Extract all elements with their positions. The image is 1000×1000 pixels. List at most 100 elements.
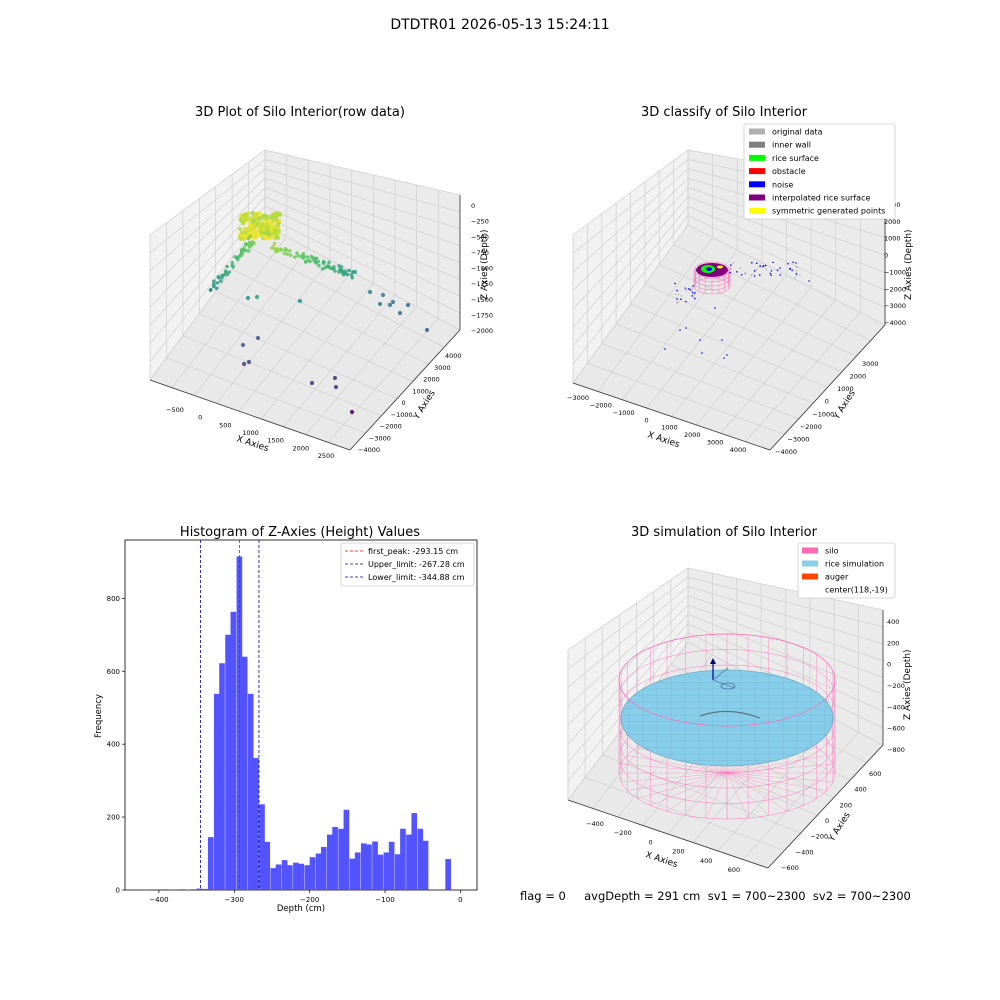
point [257, 216, 262, 221]
y-tick-label: 200 [840, 801, 852, 809]
silo-floor-spoke [650, 772, 728, 806]
point [352, 269, 358, 275]
z-tick-label: −2000 [884, 285, 906, 293]
rice-surface-dip [699, 710, 761, 719]
x-tick-label: −200 [300, 896, 319, 904]
histogram-bar [320, 846, 327, 890]
point [246, 359, 252, 365]
point [723, 357, 725, 359]
point [377, 301, 383, 307]
gridline [216, 259, 331, 404]
point [276, 212, 281, 217]
point [685, 327, 687, 329]
silo-floor-spoke [726, 763, 833, 774]
legend-swatch [749, 181, 765, 188]
silo-floor-spoke [726, 772, 788, 812]
y-tick-label: 3000 [862, 360, 879, 368]
panel-classify-3d: 3D classify of Silo Interior −3000−2000−… [567, 105, 914, 456]
point [225, 264, 230, 269]
point [664, 348, 666, 350]
point [262, 234, 268, 239]
legend-swatch [749, 168, 765, 175]
point [744, 272, 747, 275]
histogram-bar [400, 828, 406, 890]
point [794, 277, 796, 279]
x-tick-label: 200 [672, 848, 684, 856]
point [245, 217, 251, 222]
gridline [567, 595, 689, 707]
y-tick-label: 2000 [850, 373, 867, 381]
histogram-bar [309, 857, 316, 890]
legend-label: Upper_limit: -267.28 cm [368, 560, 465, 569]
histogram-bar [406, 834, 412, 890]
silo-floor-spoke [705, 772, 728, 819]
x-tick-label: 1500 [267, 437, 284, 445]
panel-simulation-3d: 3D simulation of Silo Interior −400 −200 0… [567, 525, 913, 874]
z-tick-label: −4000 [884, 319, 906, 327]
point [250, 218, 255, 223]
point [792, 261, 794, 264]
x-tick-label: −1000 [613, 409, 635, 417]
axis-line [572, 382, 771, 451]
y-tick-label: 400 [107, 741, 120, 749]
point [276, 218, 282, 224]
point [245, 226, 251, 231]
point [241, 361, 247, 367]
noise-patch [706, 267, 712, 271]
silo-floor-spoke [726, 772, 804, 806]
panel-simulation-3d-ylabel: Y Axies [827, 810, 853, 844]
silo-floor-spoke [621, 763, 728, 774]
point [340, 271, 345, 275]
gridline [687, 576, 884, 628]
gridline [572, 149, 689, 236]
histogram-bar [417, 828, 424, 890]
point [762, 264, 765, 267]
point [238, 233, 244, 238]
gridline [687, 196, 886, 273]
point [685, 289, 688, 292]
axis-line [349, 329, 461, 451]
point [676, 301, 678, 304]
point [245, 295, 251, 301]
point [212, 279, 216, 283]
legend-label: silo [825, 547, 839, 556]
y-tick-label: −400 [796, 848, 814, 856]
point [301, 256, 306, 260]
x-tick-label: −3000 [567, 394, 589, 402]
point [256, 232, 261, 237]
point [380, 292, 386, 298]
histogram-bar [293, 862, 299, 890]
point [270, 234, 276, 239]
y-tick-label: 3000 [434, 364, 451, 372]
point [339, 265, 344, 269]
silo-floor-spoke [666, 772, 728, 812]
histogram-bar [349, 858, 356, 890]
point [239, 236, 244, 241]
point [765, 268, 768, 271]
center-axis-y [712, 667, 729, 681]
legend-label: rice simulation [825, 560, 884, 569]
point [343, 269, 348, 274]
point [676, 298, 678, 300]
panel-classify-3d-zlabel: Z Axies (Depth) [904, 229, 914, 300]
histogram-title: Histogram of Z-Axies (Height) Values [180, 525, 420, 540]
z-tick-label: 200 [887, 639, 899, 647]
gridline [264, 224, 461, 331]
point [735, 270, 738, 273]
gridline [567, 576, 689, 670]
x-tick-label: −500 [166, 406, 184, 414]
auger-marker [720, 682, 736, 690]
silo-floor-spoke [726, 755, 827, 774]
gridline [687, 215, 886, 308]
legend-label: center(118,-19) [825, 586, 888, 595]
point [795, 262, 797, 264]
histogram-bar [360, 843, 367, 890]
legend-swatch [802, 573, 818, 580]
point [347, 268, 352, 273]
point [677, 293, 680, 296]
legend-swatch [749, 141, 765, 148]
legend-swatch [749, 128, 765, 135]
gridline [215, 291, 414, 382]
z-tick-label: −1500 [471, 296, 493, 304]
